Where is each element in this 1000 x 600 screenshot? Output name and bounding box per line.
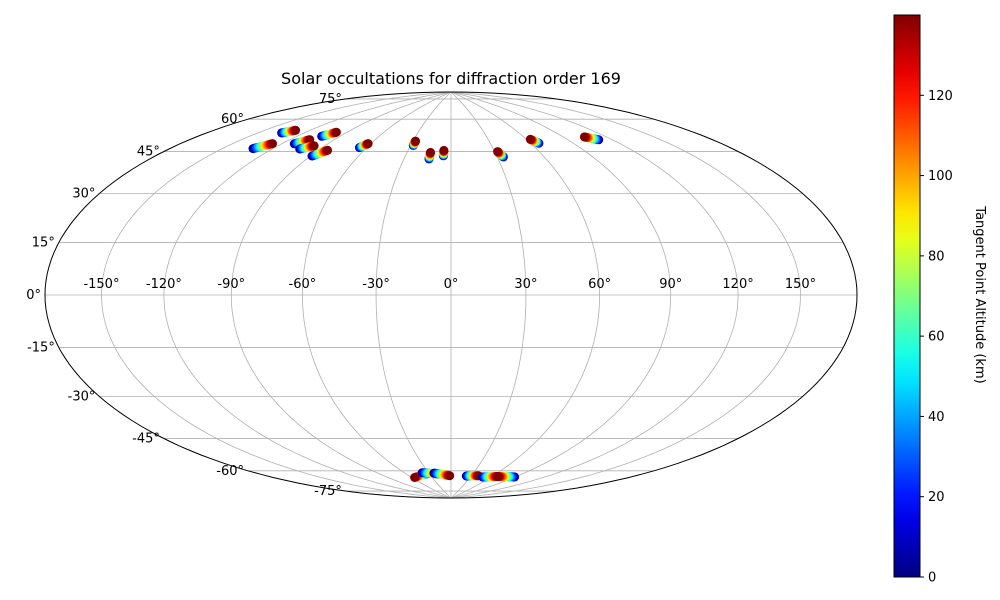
lat-tick-label: -30° (68, 390, 96, 405)
occultation-point (363, 139, 373, 149)
chart-title: Solar occultations for diffraction order… (281, 69, 621, 88)
occultation-point (268, 139, 277, 149)
colorbar-tick-label: 100 (928, 169, 953, 184)
lon-tick-label: -30° (362, 277, 390, 292)
graticule (45, 91, 857, 499)
occultation-point (323, 145, 333, 155)
occultation-point (291, 125, 301, 135)
latitude-tick-labels: 75° 60° 45° 30° 15° 0° -15° -30° -45° -60° -75° (26, 92, 342, 499)
data-points (248, 125, 604, 482)
lat-tick-label: -75° (314, 484, 342, 499)
colorbar-gradient (893, 14, 921, 578)
colorbar-tick-label: 40 (928, 410, 945, 425)
lat-tick-label: 0° (26, 288, 41, 303)
colorbar: 0 20 40 60 80 100 120 Tangent Point Altitude (… (893, 14, 987, 586)
lon-tick-label: 120° (722, 277, 753, 292)
lon-tick-label: -60° (289, 277, 317, 292)
lat-tick-label: 45° (137, 144, 160, 159)
colorbar-tick-label: 80 (928, 249, 945, 264)
colorbar-tick-label: 20 (928, 490, 945, 505)
lon-tick-label: 30° (514, 277, 537, 292)
occultation-point (493, 147, 503, 157)
colorbar-label: Tangent Point Altitude (km) (972, 205, 987, 383)
occultation-point (411, 136, 420, 146)
colorbar-tick-label: 0 (928, 571, 936, 586)
occultation-point (426, 147, 435, 157)
occultation-point (525, 134, 535, 144)
occultation-point (309, 141, 319, 151)
lat-tick-label: -60° (216, 464, 244, 479)
colorbar-tick-label: 60 (928, 330, 945, 345)
longitude-tick-labels: -150° -120° -90° -60° -30° 0° 30° 60° 90° 120° 150… (83, 277, 816, 292)
map-boundary (44, 91, 858, 499)
lon-tick-label: -90° (217, 277, 245, 292)
lon-tick-label: 60° (588, 277, 611, 292)
lon-tick-label: 0° (444, 277, 459, 292)
lon-tick-label: 150° (785, 277, 816, 292)
occultation-point (445, 471, 455, 481)
lat-tick-label: 75° (319, 92, 342, 107)
colorbar-ticks: 0 20 40 60 80 100 120 (920, 89, 953, 586)
lat-tick-label: 15° (32, 235, 55, 250)
lat-tick-label: 30° (72, 187, 95, 202)
lon-tick-label: -120° (146, 277, 182, 292)
occultation-point (410, 473, 420, 482)
occultation-point (493, 472, 503, 482)
lat-tick-label: -45° (132, 432, 160, 447)
lon-tick-label: 90° (659, 277, 682, 292)
colorbar-tick-label: 120 (928, 89, 953, 104)
lon-tick-label: -150° (83, 277, 119, 292)
occultation-point (331, 127, 341, 137)
occultation-point (579, 132, 589, 142)
lat-tick-label: 60° (221, 112, 244, 127)
lat-tick-label: -15° (27, 341, 55, 356)
occultation-point (439, 145, 449, 155)
